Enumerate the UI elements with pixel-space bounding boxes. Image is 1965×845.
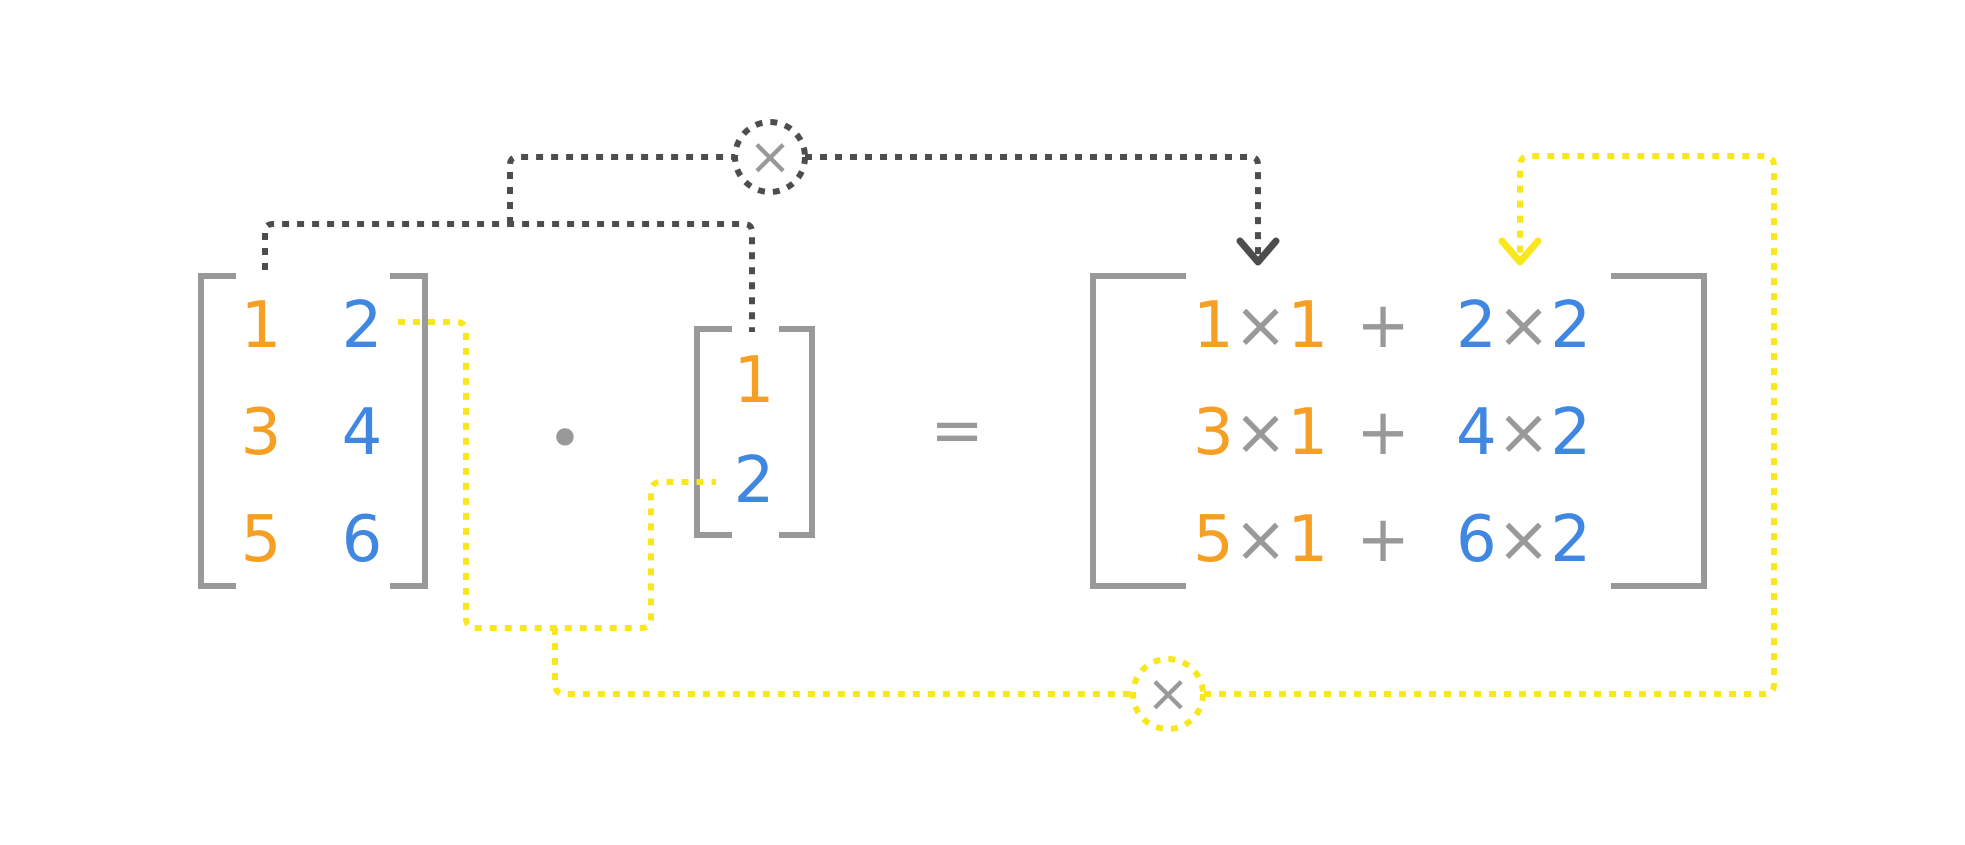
yellow-multiply-circle: [1130, 656, 1206, 732]
result-factor: 5: [1193, 503, 1234, 577]
vector-b-brackets: [694, 326, 815, 538]
matrix-a-left-bracket: [198, 273, 236, 589]
vector-b-entry: 1: [733, 344, 775, 418]
result-product-term: 4×2: [1456, 401, 1591, 465]
times-sign: ×: [1233, 396, 1288, 470]
result-factor: 3: [1193, 396, 1234, 470]
dark-multiply-symbol: ×: [748, 127, 792, 187]
yellow-multiply-symbol: ×: [1146, 664, 1190, 724]
times-sign: ×: [1496, 396, 1551, 470]
matrix-a-entry: 4: [341, 396, 383, 470]
yellow-multiply-path: [398, 153, 1777, 732]
times-sign: ×: [1496, 503, 1551, 577]
matrix-a-right-bracket: [390, 273, 428, 589]
dark-arrowhead: [1236, 237, 1280, 266]
dark-connector-line: [507, 154, 735, 224]
vector-b-entry: 2: [733, 444, 775, 518]
equals-operator: =: [930, 394, 984, 468]
matrix-a-brackets: [198, 273, 428, 589]
result-factor: 2: [1550, 289, 1592, 363]
plus-sign: +: [1356, 396, 1410, 470]
matrix-a-entry: 1: [240, 289, 282, 363]
result-product-term: 5×1: [1193, 508, 1328, 572]
matrix-a-entry: 2: [341, 289, 383, 363]
dark-connector-line: [805, 154, 1261, 258]
result-factor: 2: [1456, 289, 1497, 363]
times-sign: ×: [1233, 503, 1288, 577]
matrix-a-entry: 6: [341, 503, 383, 577]
result-factor: 2: [1550, 396, 1592, 470]
times-sign: ×: [1233, 289, 1288, 363]
yellow-arrowhead: [1498, 237, 1542, 266]
plus-sign: +: [1356, 503, 1410, 577]
result-brackets: [1090, 273, 1707, 589]
yellow-connector-line: [1204, 153, 1777, 697]
result-factor: 1: [1287, 396, 1329, 470]
matrix-a-entry: 3: [240, 396, 282, 470]
result-factor: 1: [1287, 503, 1329, 577]
times-sign: ×: [1496, 289, 1551, 363]
dot-operator: •: [547, 404, 583, 474]
vector-b-right-bracket: [779, 326, 815, 538]
yellow-connector-line: [552, 628, 1132, 697]
result-left-bracket: [1090, 273, 1186, 589]
dark-multiply-path: [262, 119, 1261, 332]
plus-sign: +: [1356, 289, 1410, 363]
result-factor: 6: [1456, 503, 1497, 577]
result-product-term: 3×1: [1193, 401, 1328, 465]
dark-multiply-circle: [732, 119, 808, 195]
result-factor: 2: [1550, 503, 1592, 577]
result-product-term: 6×2: [1456, 508, 1591, 572]
result-product-term: 1×1: [1193, 294, 1328, 358]
result-right-bracket: [1611, 273, 1707, 589]
matrix-a-entry: 5: [240, 503, 282, 577]
result-product-term: 2×2: [1456, 294, 1591, 358]
result-factor: 4: [1456, 396, 1497, 470]
result-factor: 1: [1193, 289, 1234, 363]
result-factor: 1: [1287, 289, 1329, 363]
vector-b-left-bracket: [694, 326, 732, 538]
